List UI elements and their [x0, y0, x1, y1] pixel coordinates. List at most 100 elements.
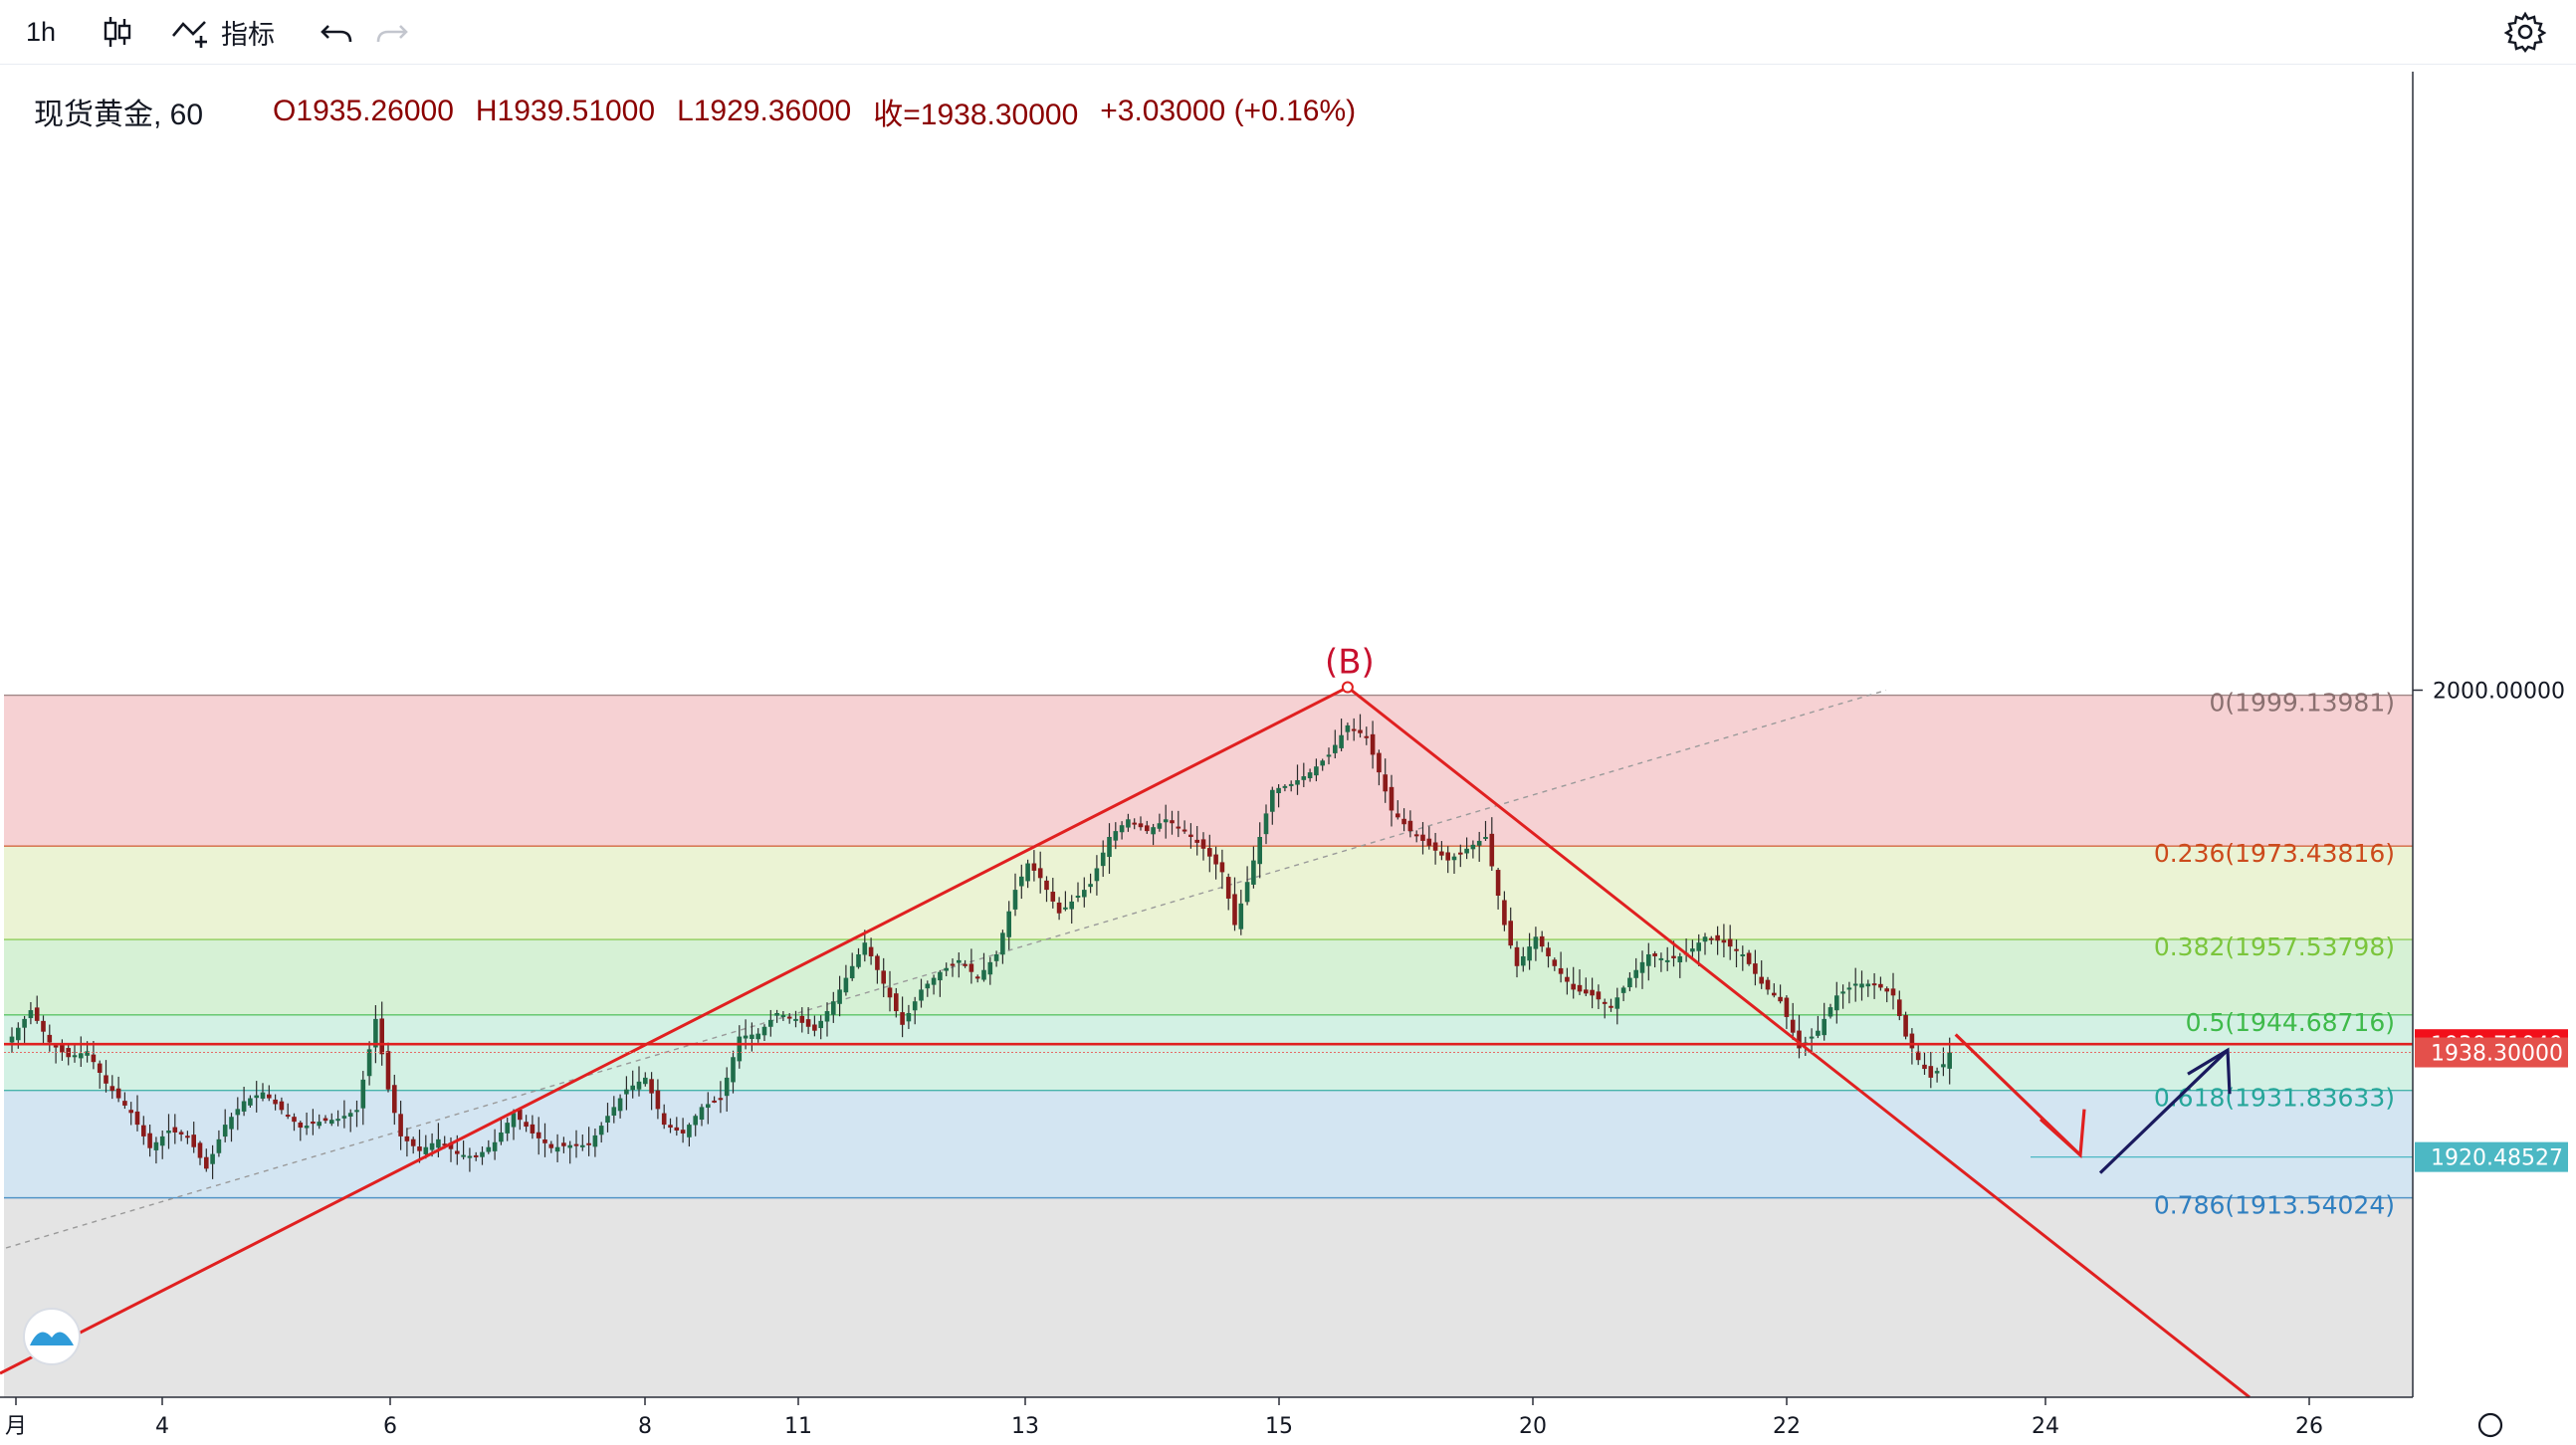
candle-body [743, 1035, 749, 1039]
candle-body [1677, 955, 1683, 963]
candle-body [774, 1013, 779, 1016]
candle-body [122, 1101, 127, 1106]
candle-body [85, 1051, 90, 1056]
candle-body [185, 1135, 190, 1138]
candle-body [410, 1138, 416, 1146]
candle-body [1740, 954, 1746, 956]
candle-body [649, 1079, 654, 1094]
candle-body [1721, 939, 1727, 943]
interval-button[interactable]: 1h [26, 8, 56, 56]
candle-body [712, 1100, 717, 1103]
candle-body [1301, 776, 1307, 780]
indicators-label: 指标 [221, 19, 275, 50]
candle-body [1031, 863, 1037, 871]
candle-body [655, 1090, 661, 1110]
candle-body [1565, 976, 1570, 982]
candle-body [1439, 851, 1444, 856]
candle-body [1646, 954, 1651, 966]
candle-body [109, 1086, 115, 1092]
candle-body [1702, 936, 1708, 942]
wave-b-point [1341, 681, 1354, 694]
candle-body [1890, 988, 1896, 996]
candle-body [567, 1144, 572, 1148]
candle-body [298, 1122, 304, 1129]
candle-body [1558, 967, 1564, 974]
candle-body [254, 1095, 259, 1099]
candle-body [1176, 826, 1181, 829]
candle-body [737, 1036, 743, 1062]
candle-body [248, 1098, 253, 1106]
time-tick-label: 24 [2032, 1414, 2059, 1439]
chart-type-button[interactable] [100, 8, 135, 56]
candle-body [931, 977, 937, 985]
candle-body [1050, 892, 1056, 902]
candle-body [398, 1114, 403, 1136]
trend-dashed-line [5, 689, 1887, 1249]
candle-body [1521, 955, 1526, 966]
candle-body [693, 1116, 698, 1126]
candle-body [34, 1007, 40, 1021]
candle-body [1470, 844, 1476, 850]
candle-body [1859, 983, 1864, 988]
candle-body [1263, 813, 1269, 835]
candle-body [79, 1053, 84, 1059]
candle-body [197, 1142, 203, 1158]
candle-body [761, 1026, 767, 1036]
candle-body [1590, 989, 1595, 996]
candle-body [417, 1146, 422, 1151]
candle-body [611, 1107, 617, 1116]
candle-body [993, 954, 999, 961]
candle-body [1082, 890, 1087, 898]
candle-body [881, 970, 886, 984]
candle-body [1145, 825, 1150, 832]
price-label: 1938.30000 [2431, 1042, 2563, 1067]
redo-button[interactable] [374, 8, 410, 56]
candle-body [1727, 938, 1733, 947]
candle-body [267, 1094, 272, 1099]
candle-body [128, 1110, 133, 1114]
candle-body [1489, 833, 1495, 867]
undo-button[interactable] [319, 8, 354, 56]
candle-body [1219, 862, 1225, 873]
fib-level-label: 0.5(1944.68716) [2186, 1008, 2395, 1037]
axis-settings-icon[interactable] [2477, 1412, 2503, 1438]
candle-body [944, 967, 949, 971]
candle-body [1207, 848, 1212, 857]
candle-body [1822, 1018, 1826, 1036]
candle-body [605, 1116, 610, 1124]
candle-body [505, 1123, 510, 1134]
symbol-name[interactable]: 现货黄金, 60 [34, 99, 204, 131]
candle-body [1546, 947, 1551, 956]
candle-body [1696, 942, 1701, 951]
candle-body [1012, 890, 1018, 910]
candle-body [624, 1089, 629, 1095]
candle-body [1834, 995, 1839, 1011]
candle-body [957, 959, 962, 963]
fib-zone-0.382 [4, 939, 2413, 1015]
time-tick-label: 11 [784, 1414, 812, 1439]
fib-zone-below [4, 1197, 2413, 1397]
candle-body [1715, 934, 1720, 941]
candle-body [28, 1010, 34, 1019]
candle-body [1690, 948, 1695, 952]
fib-level-label: 0(1999.13981) [2209, 689, 2395, 718]
candle-body [824, 1011, 830, 1022]
candle-body [1765, 979, 1771, 990]
candle-body [1069, 901, 1074, 910]
candle-body [329, 1120, 334, 1125]
candle-body [461, 1154, 466, 1157]
candle-body [360, 1079, 366, 1109]
candle-body [16, 1027, 21, 1041]
close-value: 收=1938.30000 [873, 99, 1079, 131]
candle-body [938, 971, 943, 981]
candle-body [442, 1143, 447, 1146]
settings-button[interactable] [2504, 8, 2546, 56]
candle-body [818, 1020, 823, 1029]
candle-body [1006, 911, 1011, 937]
indicators-button[interactable]: 指标 [171, 8, 275, 56]
candle-body [473, 1154, 479, 1157]
candle-body [950, 963, 956, 966]
candle-body [204, 1156, 209, 1169]
candle-body [260, 1092, 266, 1099]
